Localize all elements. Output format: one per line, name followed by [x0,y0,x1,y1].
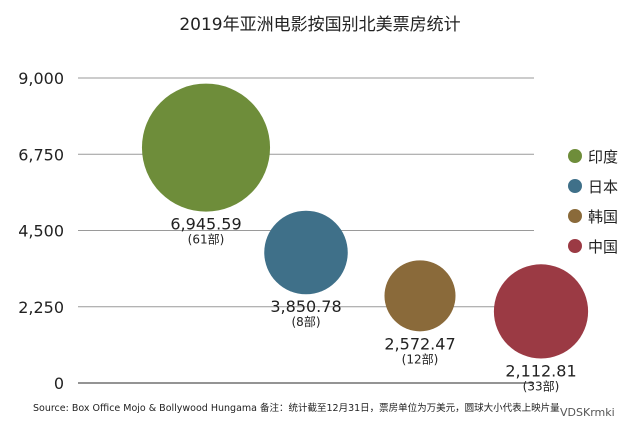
source-note: Source: Box Office Mojo & Bollywood Hung… [33,402,560,414]
y-tick-label: 9,000 [18,69,64,88]
watermark: VDSKrmki [560,406,615,419]
legend-label: 中国 [588,238,618,256]
legend-marker [568,239,582,253]
y-tick-label: 2,250 [18,298,64,317]
legend-marker [568,209,582,223]
y-tick-label: 6,750 [18,145,64,164]
value-label: 6,945.59 [170,215,241,234]
value-label: 2,112.81 [505,362,576,381]
count-label: (61部) [188,232,225,247]
bubble-0 [141,83,271,212]
bubble-2 [384,260,456,332]
y-tick-label: 0 [54,374,64,393]
bubbles [141,83,589,359]
value-label: 2,572.47 [384,334,455,353]
data-labels: 6,945.59(61部) 3,850.78(8部) 2,572.47(12部) 2,… [170,215,576,394]
value-label: 3,850.78 [270,297,341,316]
count-label: (8部) [292,314,321,329]
count-label: (12部) [402,351,439,366]
bubble-1 [264,210,348,295]
legend-label: 韩国 [588,208,618,226]
legend-marker [568,179,582,193]
y-axis-ticks: 9,000 6,750 4,500 2,250 0 [18,69,64,393]
chart-title: 2019年亚洲电影按国别北美票房统计 [179,15,460,35]
legend-label: 日本 [588,178,618,196]
y-tick-label: 4,500 [18,222,64,241]
count-label: (33部) [523,379,560,394]
bubble-3 [493,264,589,359]
legend-marker [568,149,582,163]
legend-label: 印度 [588,148,618,166]
